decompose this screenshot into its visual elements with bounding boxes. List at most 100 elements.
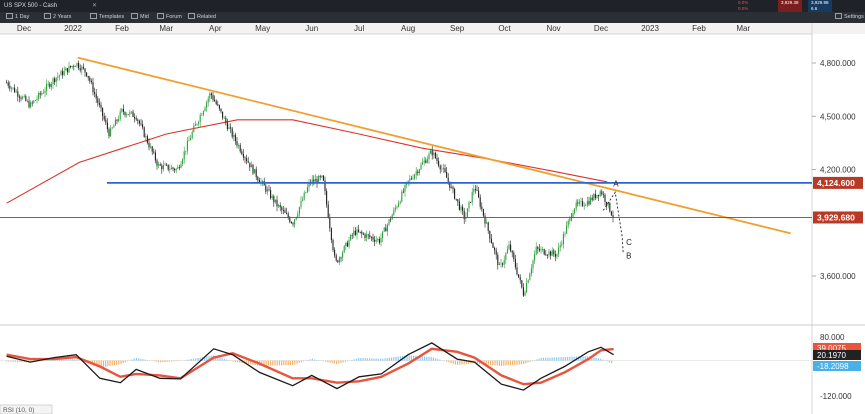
candle-body: [407, 180, 409, 183]
settings-button[interactable]: Settings: [835, 12, 864, 23]
candle-body: [526, 282, 528, 292]
candle-body: [364, 234, 366, 238]
candle-body: [33, 100, 35, 103]
candle-body: [143, 127, 145, 138]
templates-button[interactable]: Templates: [90, 12, 124, 23]
histogram-bar: [250, 360, 252, 365]
histogram-bar: [408, 355, 410, 361]
close-icon[interactable]: ✕: [92, 3, 98, 9]
candle-body: [292, 223, 294, 225]
buy-quote[interactable]: 3,929.98 6.6: [808, 0, 832, 12]
drawn-lines-layer: [0, 56, 812, 235]
candle-body: [50, 83, 52, 88]
indicator-value-box: [813, 343, 861, 353]
candle-body: [478, 190, 480, 198]
candle-body: [241, 151, 243, 155]
candle-body: [319, 176, 321, 178]
histogram-bar: [140, 358, 142, 361]
month-axis-band: [0, 23, 865, 34]
candle-body: [327, 204, 329, 218]
candle-body: [390, 219, 392, 221]
histogram-bar: [208, 356, 210, 361]
candle-body: [215, 101, 217, 105]
candle-body: [353, 230, 355, 236]
price-type-button[interactable]: Mid: [131, 12, 149, 23]
indicator-value-label: 39.0075: [817, 344, 846, 353]
candle-body: [204, 107, 206, 111]
month-labels: Dec 2022 Feb Mar Apr May Jun Jul Aug Sep Oct Nov Dec…: [17, 24, 751, 33]
candle-body: [175, 168, 177, 171]
candle-body: [177, 167, 179, 169]
candle-body: [370, 236, 372, 238]
month-tick-label: Oct: [498, 24, 511, 33]
month-tick-label: Feb: [115, 24, 129, 33]
histogram-bar: [67, 359, 69, 361]
candle-body: [582, 201, 584, 206]
candle-body: [228, 127, 230, 130]
candle-body: [551, 250, 553, 256]
candle-body: [68, 65, 70, 73]
timeframe-button[interactable]: 1 Day: [6, 12, 29, 23]
histogram-bar: [536, 359, 538, 361]
histogram-bar: [591, 356, 593, 361]
candle-body: [153, 151, 155, 153]
histogram-bar: [518, 360, 520, 365]
histogram-bar: [292, 360, 294, 366]
candle-body: [586, 201, 588, 206]
histogram-bar: [281, 360, 283, 366]
candle-body: [537, 247, 539, 249]
candle-body: [609, 202, 611, 212]
candle-body: [303, 192, 305, 200]
histogram-bar: [428, 356, 430, 361]
candle-body: [297, 213, 299, 217]
candle-body: [287, 213, 289, 218]
candle-body: [402, 191, 404, 193]
trendline[interactable]: [77, 56, 791, 235]
histogram-bar: [274, 360, 276, 366]
candle-body: [503, 259, 505, 265]
candle-body: [132, 111, 134, 118]
candle-body: [438, 160, 440, 166]
candle-body: [412, 178, 414, 180]
indicator-tab[interactable]: [0, 404, 53, 414]
histogram-bar: [505, 360, 507, 366]
histogram-bar: [248, 360, 250, 365]
candle-body: [79, 68, 81, 71]
histogram-bar: [393, 357, 395, 361]
candle-body: [76, 62, 78, 67]
price-axis-ticks: 3,600.000 4,200.000 4,500.000 4,800.000: [812, 59, 856, 281]
candle-body: [63, 70, 65, 76]
candle-body: [474, 189, 476, 191]
candle-body: [553, 250, 555, 255]
candle-body: [271, 196, 273, 199]
price-tag-label: 3,929.680: [817, 212, 855, 222]
histogram-bar: [65, 359, 67, 361]
histogram-bar: [419, 356, 421, 361]
candle-body: [172, 167, 174, 169]
histogram-bar: [384, 358, 386, 361]
candle-body: [113, 125, 115, 128]
candle-body: [393, 209, 395, 215]
histogram-bar: [270, 360, 272, 366]
month-tick-label: Jul: [354, 24, 364, 33]
projection-path: [602, 191, 624, 253]
candle-body: [535, 247, 537, 255]
spread-value: 6.6: [811, 6, 818, 11]
forum-button[interactable]: Forum: [157, 12, 182, 23]
sell-quote[interactable]: 3,929.38: [778, 0, 802, 12]
range-button[interactable]: 2 Years: [44, 12, 71, 23]
candle-body: [497, 254, 499, 266]
candle-body: [154, 152, 156, 161]
histogram-bar: [303, 360, 305, 362]
month-tick-label: Feb: [692, 24, 706, 33]
candle-body: [298, 207, 300, 214]
candle-body: [550, 251, 552, 256]
related-button[interactable]: Related: [188, 12, 216, 23]
histogram-bar: [263, 360, 265, 366]
candle-body: [431, 150, 433, 156]
histogram-bar: [195, 358, 197, 361]
candle-body: [182, 159, 184, 164]
candle-body: [598, 194, 600, 197]
candle-body: [15, 91, 17, 93]
